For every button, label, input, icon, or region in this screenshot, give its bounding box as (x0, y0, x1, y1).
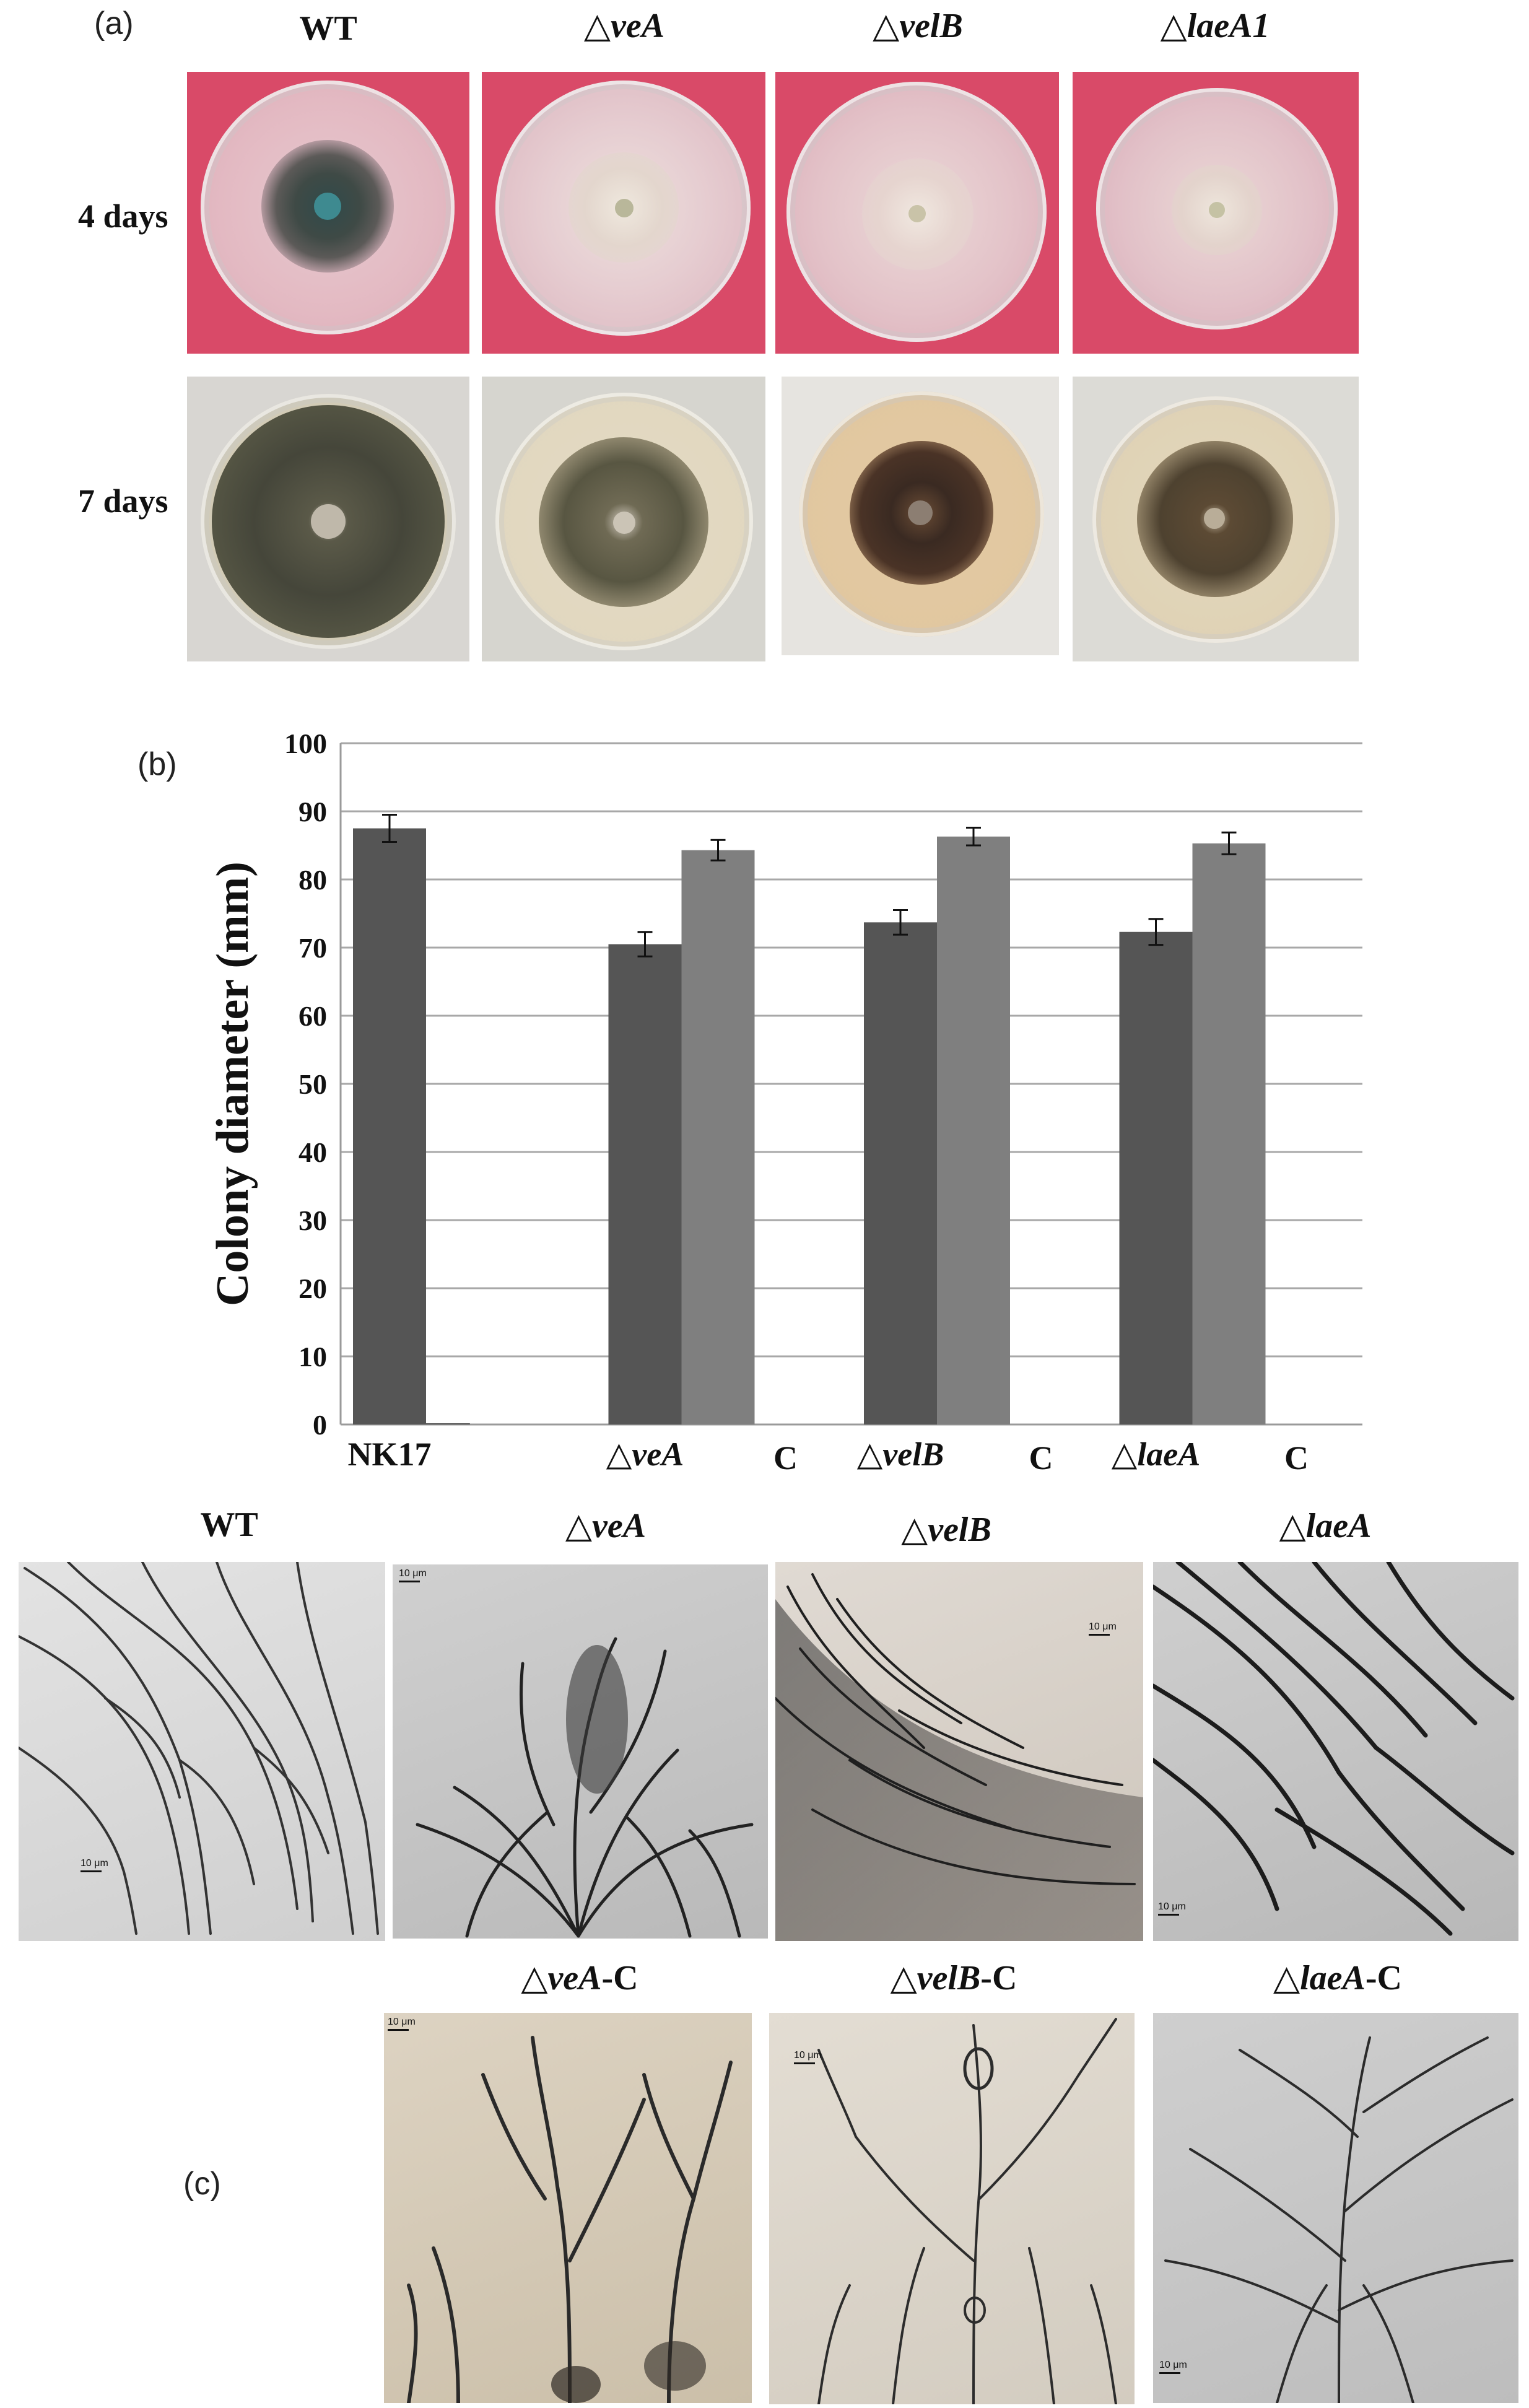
x-label-2: △velB (857, 1436, 944, 1473)
y-tick-label-40: 40 (298, 1136, 327, 1168)
micrograph-laea: 10 μm (1153, 1562, 1518, 1941)
panel-c-header-velb-c: △velB-C (890, 1959, 1017, 1997)
y-tick-label-50: 50 (298, 1068, 327, 1100)
scale-bar-label-laea: 10 μm (1158, 1901, 1186, 1912)
y-axis-title: Colony diameter (mm) (207, 862, 258, 1306)
micrograph-vea-c: 10 μm (384, 2013, 752, 2403)
y-tick-label-30: 30 (298, 1205, 327, 1236)
micrograph-velb-c: 10 μm (769, 2013, 1135, 2404)
plate-vea-4days (482, 72, 765, 354)
chart-gridlines (341, 742, 1362, 1358)
panel-a-header-wt: WT (299, 9, 357, 48)
plate-vea-7days (482, 377, 765, 661)
panel-c-header-vea-c: △veA-C (521, 1959, 638, 1997)
scale-bar-label-velb-c: 10 μm (794, 2050, 822, 2061)
y-tick-label-10: 10 (298, 1341, 327, 1372)
bar-1-1 (681, 850, 755, 1424)
panel-a-header-vea: △veA (583, 7, 665, 45)
panel-c-header-velb: △velB (901, 1511, 991, 1549)
panel-a-header-laea1: △laeA1 (1160, 7, 1270, 45)
scale-bar-label-wt: 10 μm (81, 1858, 108, 1869)
panel-c-header-laea-c: △laeA-C (1273, 1959, 1402, 1997)
panel-c-label: (c) (183, 2166, 221, 2202)
x-label-1: △veA (606, 1436, 684, 1473)
x-axis-labels: NK17 △veA C △velB C △laeA C (348, 1436, 1309, 1477)
scale-bar-label-velb: 10 μm (1089, 1621, 1117, 1632)
bar-3-1 (1192, 843, 1266, 1424)
bar-1-0 (608, 944, 682, 1424)
plate-laea1-7days (1073, 377, 1359, 661)
y-tick-label-20: 20 (298, 1273, 327, 1304)
x-label-0: NK17 (348, 1436, 432, 1473)
panel-b-label: (b) (137, 746, 177, 782)
plate-laea1-4days (1073, 72, 1359, 354)
micrograph-vea: 10 μm (393, 1564, 768, 1939)
x-label-c-3: C (1284, 1439, 1309, 1477)
x-label-c-1: C (773, 1439, 798, 1477)
y-tick-label-80: 80 (298, 864, 327, 896)
micrograph-wt: 10 μm (19, 1562, 385, 1941)
chart-bars (353, 828, 1266, 1424)
y-axis-ticks: 0 10 20 30 40 50 60 70 80 90 100 (284, 728, 327, 1441)
row-label-7-days: 7 days (78, 482, 168, 520)
micrograph-velb: 10 μm (775, 1562, 1143, 1941)
chart-error-bars (382, 814, 1237, 958)
y-tick-label-100: 100 (284, 728, 327, 759)
y-tick-label-0: 0 (313, 1409, 327, 1441)
y-tick-label-70: 70 (298, 932, 327, 964)
panel-c-header-vea: △veA (565, 1507, 647, 1545)
scale-bar-label-vea: 10 μm (399, 1568, 427, 1579)
y-tick-label-90: 90 (298, 796, 327, 827)
bar-3-0 (1119, 931, 1193, 1424)
scale-bar-label-laea-c: 10 μm (1159, 2360, 1187, 2370)
plate-velb-4days (775, 72, 1059, 354)
panel-c-header-laea: △laeA (1279, 1507, 1372, 1545)
panel-a-label: (a) (94, 6, 134, 41)
bar-2-0 (864, 922, 937, 1424)
bar-2-1 (937, 836, 1010, 1424)
y-tick-label-60: 60 (298, 1000, 327, 1032)
scale-bar-label-vea-c: 10 μm (388, 2017, 416, 2027)
plate-velb-7days (782, 377, 1059, 655)
panel-c-header-wt: WT (200, 1506, 258, 1544)
x-label-c-2: C (1029, 1439, 1053, 1477)
plate-wt-7days (187, 377, 469, 661)
micrograph-laea-c: 10 μm (1153, 2013, 1518, 2403)
row-label-4-days: 4 days (78, 198, 168, 235)
plate-wt-4days (187, 72, 469, 354)
bar-0-0 (353, 828, 426, 1424)
x-label-3: △laeA (1112, 1436, 1201, 1473)
panel-a-header-velb: △velB (873, 7, 963, 45)
colony-diameter-chart: 0 10 20 30 40 50 60 70 80 90 100 NK17 △veA C △velB C △l… (207, 728, 1362, 1477)
